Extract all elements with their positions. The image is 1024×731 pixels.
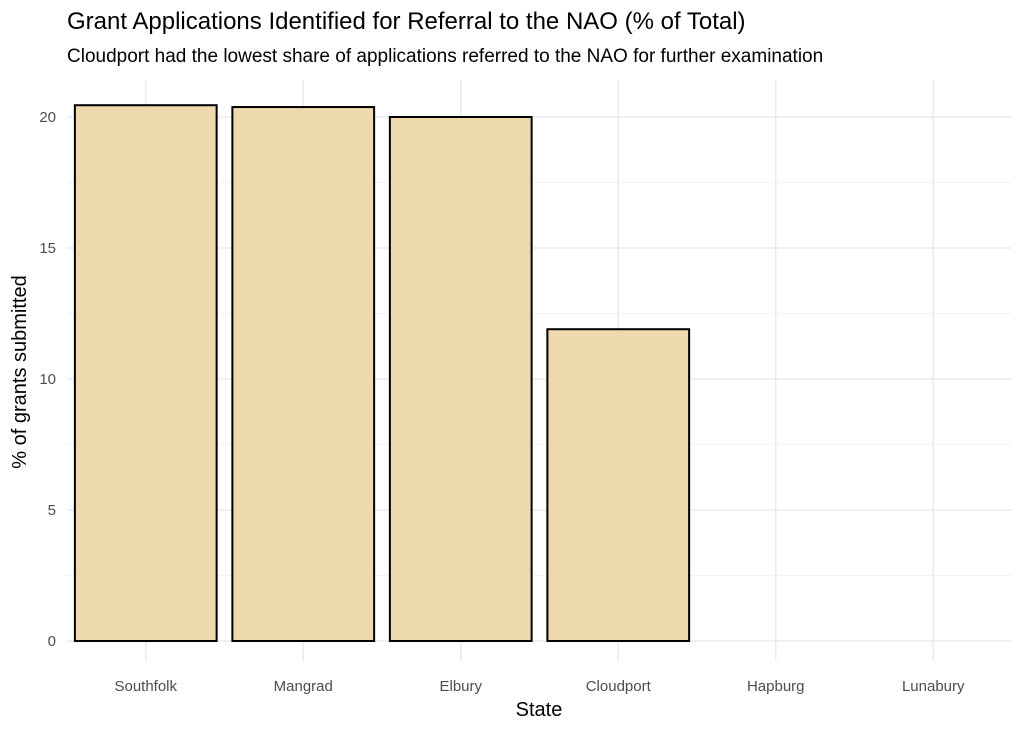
y-axis-ticks: 0 5 10 15 20 xyxy=(39,109,56,650)
y-tick-label: 5 xyxy=(48,502,56,519)
y-tick-label: 15 xyxy=(39,240,56,257)
x-tick-label: Southfolk xyxy=(114,678,177,695)
y-tick-label: 0 xyxy=(48,633,56,650)
y-axis-title: % of grants submitted xyxy=(9,275,31,468)
x-tick-label: Mangrad xyxy=(274,678,333,695)
chart-title: Grant Applications Identified for Referr… xyxy=(67,8,746,35)
bar-southfolk xyxy=(73,104,218,642)
x-tick-label: Lunabury xyxy=(902,678,965,695)
y-tick-label: 20 xyxy=(39,109,56,126)
x-tick-label: Hapburg xyxy=(747,678,805,695)
chart-subtitle: Cloudport had the lowest share of applic… xyxy=(67,46,823,67)
y-tick-label: 10 xyxy=(39,371,56,388)
x-tick-label: Elbury xyxy=(439,678,482,695)
x-axis-ticks: Southfolk Mangrad Elbury Cloudport Hapburg Lu… xyxy=(114,678,965,695)
x-tick-label: Cloudport xyxy=(586,678,652,695)
bar-mangrad xyxy=(231,106,376,642)
bar-cloudport xyxy=(546,328,691,642)
bars xyxy=(73,104,691,642)
bar-elbury xyxy=(388,116,533,642)
x-axis-title: State xyxy=(516,699,563,721)
